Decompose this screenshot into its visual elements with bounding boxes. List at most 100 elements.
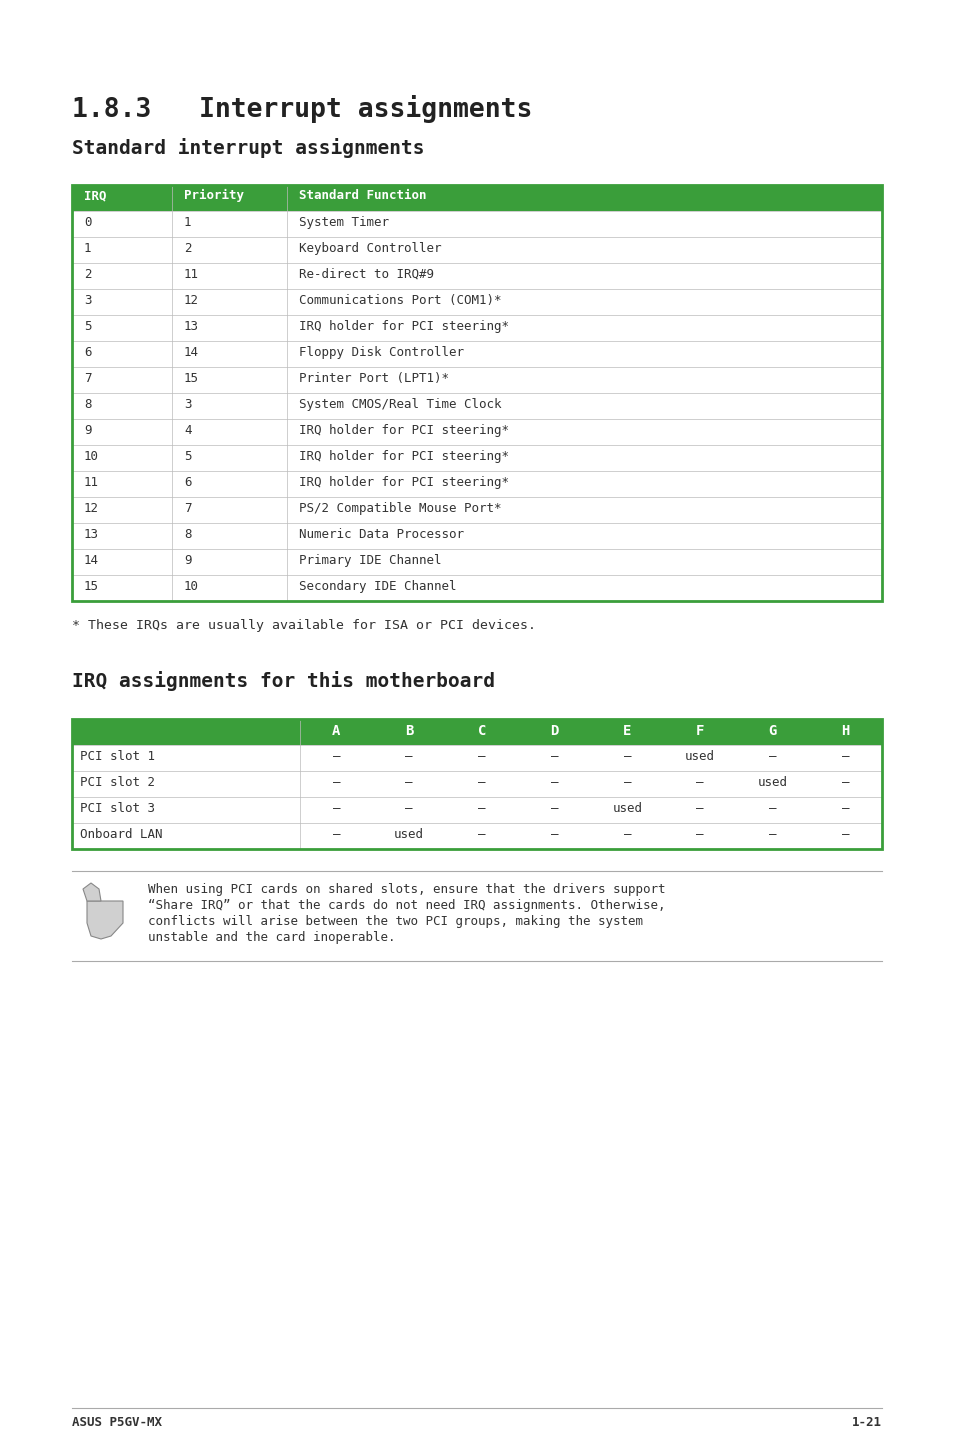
Text: —: — — [623, 751, 631, 764]
Text: When using PCI cards on shared slots, ensure that the drivers support: When using PCI cards on shared slots, en… — [148, 883, 665, 896]
Bar — [71, 719, 882, 745]
Text: —: — — [405, 802, 413, 815]
Text: 9: 9 — [84, 424, 91, 437]
Text: C: C — [477, 723, 485, 738]
Text: 15: 15 — [84, 580, 99, 592]
Text: 10: 10 — [184, 580, 199, 592]
Bar — [71, 523, 882, 549]
Text: used: used — [757, 777, 787, 789]
Text: IRQ holder for PCI steering*: IRQ holder for PCI steering* — [298, 424, 509, 437]
Text: unstable and the card inoperable.: unstable and the card inoperable. — [148, 930, 395, 943]
Text: PS/2 Compatible Mouse Port*: PS/2 Compatible Mouse Port* — [298, 502, 501, 515]
Text: 5: 5 — [84, 321, 91, 334]
Text: 6: 6 — [84, 347, 91, 360]
Text: F: F — [695, 723, 703, 738]
Text: IRQ: IRQ — [84, 188, 107, 201]
Text: —: — — [333, 751, 340, 764]
Text: PCI slot 3: PCI slot 3 — [80, 802, 154, 815]
Text: Printer Port (LPT1)*: Printer Port (LPT1)* — [298, 372, 449, 385]
Text: Priority: Priority — [184, 188, 244, 203]
Text: 9: 9 — [184, 554, 192, 567]
Text: Secondary IDE Channel: Secondary IDE Channel — [298, 580, 456, 592]
Text: 3: 3 — [184, 398, 192, 411]
Bar — [71, 444, 882, 472]
Bar — [71, 393, 882, 418]
Text: —: — — [841, 777, 848, 789]
Bar — [71, 289, 882, 315]
Text: 2: 2 — [184, 242, 192, 255]
Text: 13: 13 — [84, 528, 99, 541]
Bar — [71, 263, 882, 289]
Bar — [71, 315, 882, 341]
Text: —: — — [477, 777, 485, 789]
Bar — [71, 186, 882, 211]
Bar — [71, 575, 882, 601]
Text: PCI slot 1: PCI slot 1 — [80, 751, 154, 764]
Text: 3: 3 — [84, 293, 91, 306]
Text: ASUS P5GV-MX: ASUS P5GV-MX — [71, 1416, 162, 1429]
Bar — [71, 341, 882, 367]
Text: —: — — [333, 828, 340, 841]
Text: Communications Port (COM1)*: Communications Port (COM1)* — [298, 293, 501, 306]
Bar — [71, 211, 882, 237]
Text: A: A — [332, 723, 340, 738]
Text: —: — — [477, 751, 485, 764]
Text: Standard Function: Standard Function — [298, 188, 426, 201]
Text: —: — — [333, 777, 340, 789]
Text: —: — — [623, 828, 631, 841]
Text: —: — — [550, 751, 558, 764]
Text: * These IRQs are usually available for ISA or PCI devices.: * These IRQs are usually available for I… — [71, 618, 536, 631]
Bar — [71, 367, 882, 393]
Text: —: — — [623, 777, 631, 789]
Bar — [71, 498, 882, 523]
Text: 1-21: 1-21 — [851, 1416, 882, 1429]
Text: —: — — [550, 777, 558, 789]
Text: B: B — [404, 723, 413, 738]
Text: IRQ holder for PCI steering*: IRQ holder for PCI steering* — [298, 321, 509, 334]
Bar — [71, 418, 882, 444]
Text: 7: 7 — [84, 372, 91, 385]
Text: 0: 0 — [84, 216, 91, 229]
Text: —: — — [333, 802, 340, 815]
Text: Floppy Disk Controller: Floppy Disk Controller — [298, 347, 463, 360]
Text: Primary IDE Channel: Primary IDE Channel — [298, 554, 441, 567]
Text: 1: 1 — [84, 242, 91, 255]
Text: —: — — [841, 751, 848, 764]
Text: 4: 4 — [184, 424, 192, 437]
Text: used: used — [684, 751, 715, 764]
Text: —: — — [477, 828, 485, 841]
Text: conflicts will arise between the two PCI groups, making the system: conflicts will arise between the two PCI… — [148, 915, 642, 928]
Text: Re-direct to IRQ#9: Re-direct to IRQ#9 — [298, 267, 434, 280]
Text: H: H — [841, 723, 849, 738]
Bar — [71, 237, 882, 263]
Text: PCI slot 2: PCI slot 2 — [80, 777, 154, 789]
Text: Numeric Data Processor: Numeric Data Processor — [298, 528, 463, 541]
Text: 2: 2 — [84, 267, 91, 280]
Text: Keyboard Controller: Keyboard Controller — [298, 242, 441, 255]
Text: 1.8.3   Interrupt assignments: 1.8.3 Interrupt assignments — [71, 95, 532, 124]
Text: E: E — [622, 723, 631, 738]
Text: System CMOS/Real Time Clock: System CMOS/Real Time Clock — [298, 398, 501, 411]
Text: 5: 5 — [184, 450, 192, 463]
Text: —: — — [841, 828, 848, 841]
Text: “Share IRQ” or that the cards do not need IRQ assignments. Otherwise,: “Share IRQ” or that the cards do not nee… — [148, 899, 665, 912]
Bar — [71, 771, 882, 797]
Text: —: — — [841, 802, 848, 815]
Text: —: — — [768, 802, 776, 815]
Text: 11: 11 — [184, 267, 199, 280]
Text: —: — — [550, 802, 558, 815]
Text: IRQ holder for PCI steering*: IRQ holder for PCI steering* — [298, 450, 509, 463]
Text: 13: 13 — [184, 321, 199, 334]
Text: IRQ holder for PCI steering*: IRQ holder for PCI steering* — [298, 476, 509, 489]
Text: used: used — [394, 828, 424, 841]
Polygon shape — [83, 883, 101, 902]
Text: 1: 1 — [184, 216, 192, 229]
Bar — [71, 823, 882, 848]
Text: —: — — [405, 777, 413, 789]
Text: 15: 15 — [184, 372, 199, 385]
Text: 6: 6 — [184, 476, 192, 489]
Bar — [71, 549, 882, 575]
Text: D: D — [550, 723, 558, 738]
Text: G: G — [768, 723, 777, 738]
Polygon shape — [87, 902, 123, 939]
